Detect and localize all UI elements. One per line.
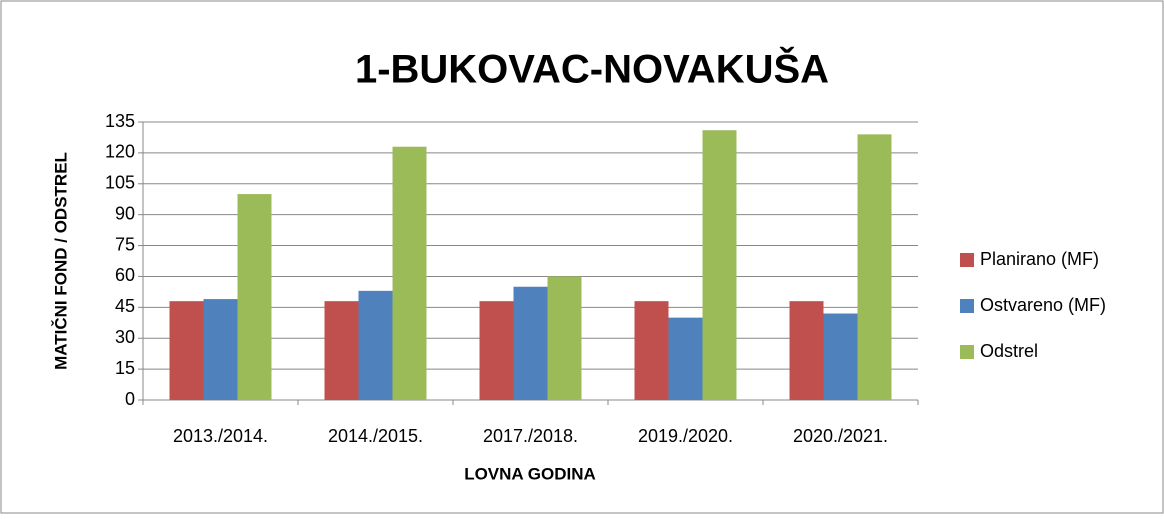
y-tick-label: 105 <box>105 173 135 193</box>
y-tick-label: 30 <box>115 327 135 347</box>
x-tick-label: 2019./2020. <box>638 426 733 446</box>
bar <box>479 301 514 400</box>
legend-swatch <box>960 345 974 359</box>
bar <box>203 299 238 400</box>
x-axis-title: LOVNA GODINA <box>464 464 596 483</box>
y-tick-label: 45 <box>115 296 135 316</box>
bar <box>857 134 892 400</box>
x-tick-label: 2014./2015. <box>328 426 423 446</box>
legend-swatch <box>960 299 974 313</box>
y-tick-label: 120 <box>105 142 135 162</box>
x-tick-label: 2017./2018. <box>483 426 578 446</box>
bar <box>392 146 427 400</box>
bar <box>702 130 737 400</box>
bar <box>823 313 858 400</box>
bar <box>513 286 548 400</box>
bar <box>324 301 359 400</box>
y-tick-label: 135 <box>105 111 135 131</box>
legend-swatch <box>960 253 974 267</box>
bar <box>547 276 582 400</box>
bar <box>169 301 204 400</box>
chart-title: 1-BUKOVAC-NOVAKUŠA <box>355 46 829 92</box>
bar <box>358 290 393 400</box>
x-tick-label: 2020./2021. <box>793 426 888 446</box>
y-tick-label: 15 <box>115 358 135 378</box>
bar <box>789 301 824 400</box>
x-tick-label: 2013./2014. <box>173 426 268 446</box>
bar <box>634 301 669 400</box>
legend-label: Planirano (MF) <box>980 249 1099 269</box>
legend-label: Ostvareno (MF) <box>980 295 1106 315</box>
y-tick-label: 0 <box>125 389 135 409</box>
y-axis-title: MATIČNI FOND / ODSTREL <box>51 152 70 370</box>
y-tick-label: 75 <box>115 234 135 254</box>
bar <box>237 194 272 400</box>
legend-label: Odstrel <box>980 341 1038 361</box>
y-tick-label: 90 <box>115 203 135 223</box>
y-tick-label: 60 <box>115 265 135 285</box>
bar <box>668 317 703 400</box>
